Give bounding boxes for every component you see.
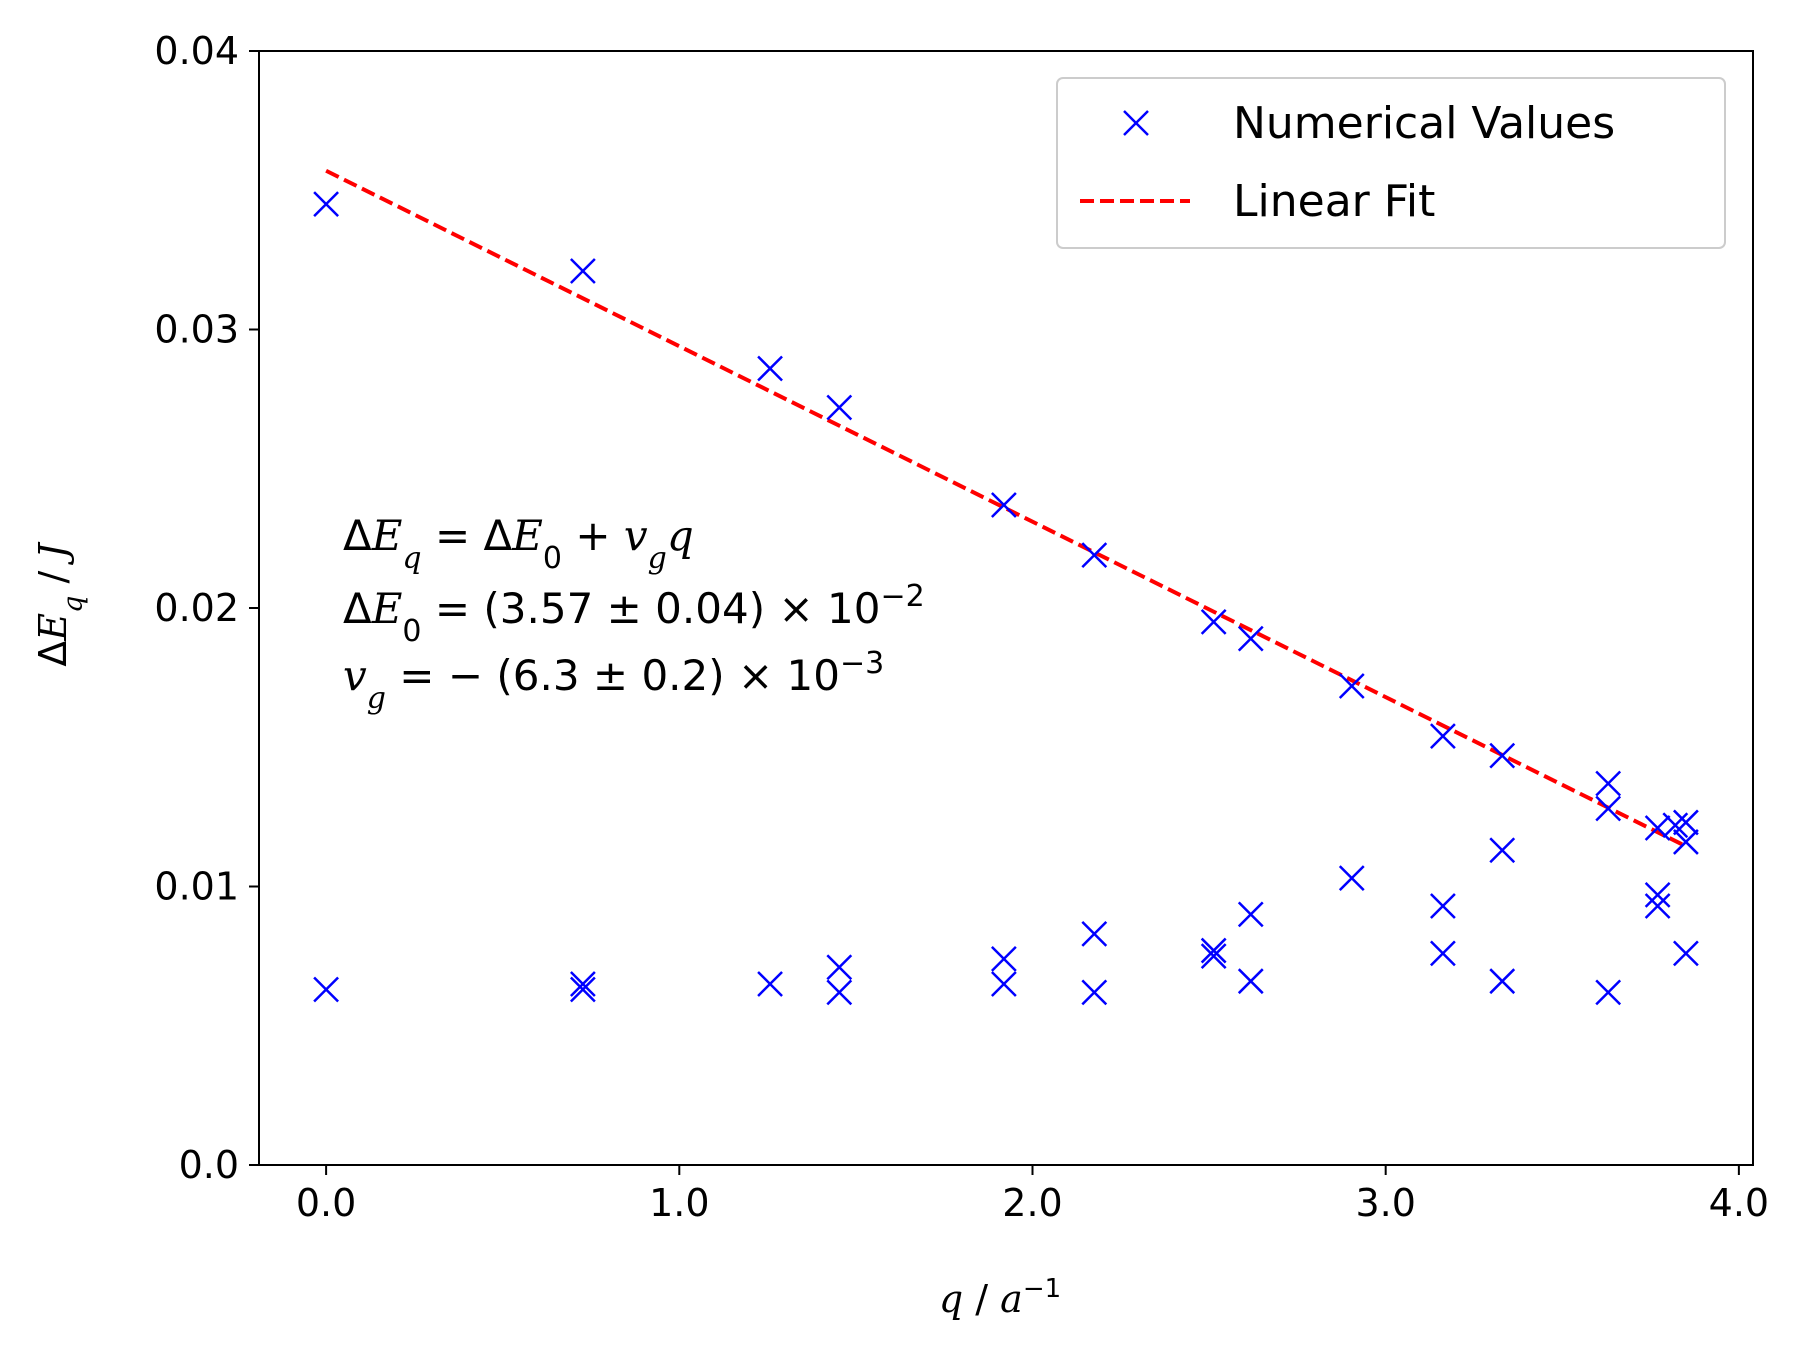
x-tick-label-0: 0.0 xyxy=(296,1181,356,1225)
data-point-1 xyxy=(313,976,339,1003)
x-tick-label-1: 1.0 xyxy=(649,1181,709,1225)
x-tick-label-3: 3.0 xyxy=(1355,1181,1415,1225)
data-point-26 xyxy=(1430,940,1456,967)
legend: Numerical Values Linear Fit xyxy=(1056,77,1726,249)
data-point-34 xyxy=(1644,881,1671,908)
scatter-markers xyxy=(313,191,1699,1006)
linear-fit-line xyxy=(325,168,1687,849)
data-point-0 xyxy=(313,191,339,218)
y-tick-label-0: 0.0 xyxy=(179,1143,239,1187)
data-point-32 xyxy=(1595,979,1622,1006)
data-point-13 xyxy=(1081,542,1108,568)
data-point-21 xyxy=(1237,968,1264,995)
data-point-24 xyxy=(1430,723,1456,749)
data-point-37 xyxy=(1673,809,1699,836)
data-point-8 xyxy=(826,954,853,981)
data-point-5 xyxy=(757,355,783,382)
y-tick-label-3: 0.03 xyxy=(154,308,239,352)
data-point-30 xyxy=(1595,770,1622,797)
data-point-3 xyxy=(569,971,596,997)
data-point-29 xyxy=(1489,968,1516,995)
annotation-line-1: ΔEq = ΔE0 + vgq xyxy=(343,511,694,576)
fit-line-layer xyxy=(325,168,1687,849)
data-point-2 xyxy=(569,258,596,284)
data-point-25 xyxy=(1430,893,1456,919)
data-point-16 xyxy=(1200,609,1227,635)
data-point-36 xyxy=(1662,812,1689,839)
annotation-line-2: ΔE0 = (3.57 ± 0.04) × 10−2 xyxy=(343,579,925,649)
x-axis-label: q / a−1 xyxy=(939,1274,1061,1321)
x-tick-label-4: 4.0 xyxy=(1709,1181,1769,1225)
data-point-14 xyxy=(1081,920,1108,947)
legend-label-numerical: Numerical Values xyxy=(1233,98,1615,149)
legend-box xyxy=(1056,77,1726,249)
data-point-12 xyxy=(990,971,1017,997)
y-tick-label-1: 0.01 xyxy=(154,865,239,909)
plot-frame xyxy=(258,50,1754,1166)
data-point-38 xyxy=(1673,829,1699,855)
data-point-19 xyxy=(1237,625,1264,652)
data-point-11 xyxy=(990,946,1017,972)
legend-label-fit: Linear Fit xyxy=(1233,176,1435,227)
y-tick-label-4: 0.04 xyxy=(154,29,239,73)
data-point-15 xyxy=(1081,979,1108,1006)
data-point-18 xyxy=(1200,943,1227,970)
fit-equation-annotation: ΔEq = ΔE0 + vgq ΔE0 = (3.57 ± 0.04) × 10… xyxy=(343,511,925,716)
axis-ticks: 0.0 1.0 2.0 3.0 4.0 0.0 0.01 0.02 0.03 0.04 xyxy=(154,29,1769,1225)
x-tick-label-2: 2.0 xyxy=(1002,1181,1062,1225)
legend-marker-x xyxy=(1123,110,1149,136)
data-point-22 xyxy=(1338,673,1365,699)
data-point-31 xyxy=(1595,795,1622,822)
data-point-4 xyxy=(569,976,596,1003)
data-point-23 xyxy=(1338,865,1365,892)
data-point-20 xyxy=(1237,901,1264,928)
data-point-35 xyxy=(1644,893,1671,919)
data-point-7 xyxy=(826,394,853,421)
data-point-39 xyxy=(1673,940,1699,967)
y-axis-label: ΔEq / J xyxy=(31,542,89,667)
data-point-6 xyxy=(757,971,783,997)
data-point-17 xyxy=(1200,937,1227,964)
annotation-line-3: vg = − (6.3 ± 0.2) × 10−3 xyxy=(343,646,884,716)
data-point-27 xyxy=(1489,742,1516,769)
y-tick-label-2: 0.02 xyxy=(154,586,239,630)
data-point-9 xyxy=(826,979,853,1006)
data-point-10 xyxy=(990,492,1017,518)
data-point-28 xyxy=(1489,837,1516,864)
